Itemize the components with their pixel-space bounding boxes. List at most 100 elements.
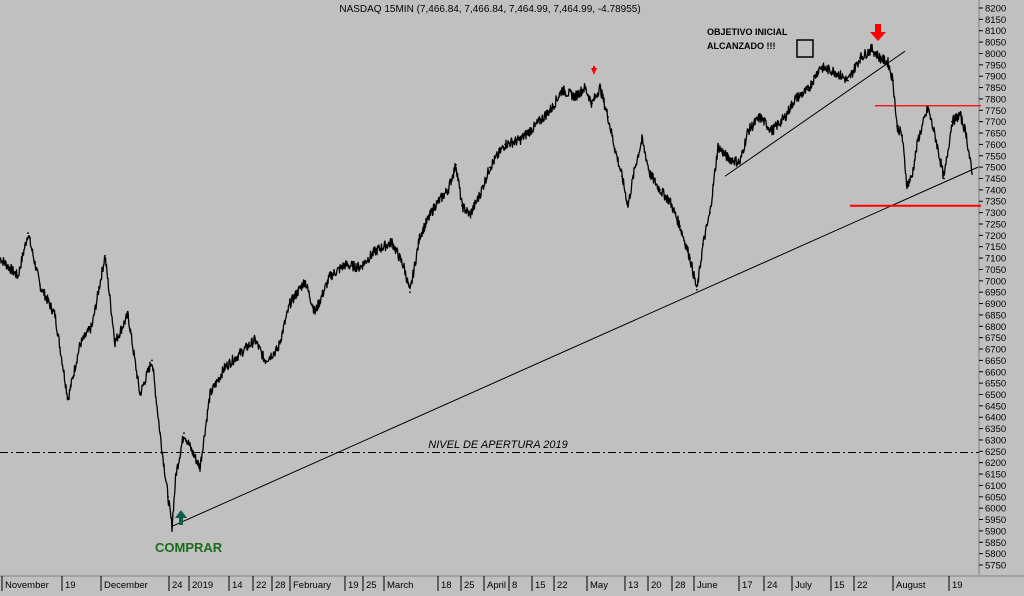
price-point [561, 88, 563, 91]
y-tick-label: 7000 [985, 276, 1006, 287]
price-point [534, 125, 536, 128]
down-arrow-small [591, 66, 597, 75]
y-tick-label: 7300 [985, 208, 1006, 219]
price-point [104, 254, 106, 257]
price-point [739, 161, 741, 164]
x-tick-label: 24 [172, 580, 183, 591]
price-point [374, 250, 376, 253]
price-point [649, 173, 651, 175]
price-point [859, 57, 861, 59]
price-point [314, 311, 316, 314]
y-tick-label: 6950 [985, 288, 1006, 299]
price-point [911, 175, 913, 178]
y-tick-label: 6700 [985, 345, 1006, 356]
x-tick-label: 25 [366, 580, 377, 591]
x-tick-label: 13 [628, 580, 639, 591]
price-point [834, 70, 836, 73]
price-point [669, 200, 671, 203]
price-point [717, 145, 719, 148]
price-point [641, 138, 643, 141]
y-tick-label: 6750 [985, 333, 1006, 344]
target-box [796, 39, 814, 58]
price-point [917, 138, 919, 141]
price-point [784, 116, 786, 119]
x-tick-label: May [590, 580, 608, 591]
y-tick-label: 7750 [985, 106, 1006, 117]
price-point [79, 343, 81, 346]
x-tick-label: 15 [535, 580, 546, 591]
y-tick-label: 7850 [985, 83, 1006, 94]
price-point [159, 432, 161, 435]
price-point [183, 432, 185, 435]
price-point [892, 79, 894, 82]
price-point [434, 204, 436, 207]
price-point [847, 79, 849, 82]
x-tick-label: June [697, 580, 718, 591]
upper-trendline [724, 50, 906, 177]
price-point [951, 120, 953, 123]
price-point [759, 116, 761, 119]
price-point [584, 86, 586, 89]
price-point [167, 495, 169, 498]
price-point [747, 129, 749, 132]
y-tick-label: 7050 [985, 265, 1006, 276]
price-point [871, 48, 873, 50]
x-tick-label: 28 [275, 580, 286, 591]
y-tick-label: 7250 [985, 219, 1006, 230]
x-tick-label: 20 [651, 580, 662, 591]
price-point [39, 284, 41, 287]
price-point [0, 257, 1, 259]
x-tick-label: 14 [232, 580, 243, 591]
y-tick-label: 5800 [985, 549, 1006, 560]
price-point [551, 107, 553, 109]
x-tick-label: 2019 [192, 580, 213, 591]
y-tick-label: 8150 [985, 15, 1006, 26]
x-tick-label: 19 [952, 580, 963, 591]
price-point [171, 525, 173, 528]
price-point [175, 473, 177, 475]
annotation-marks [175, 24, 886, 525]
y-tick-label: 7800 [985, 94, 1006, 105]
price-series [0, 43, 973, 532]
x-tick-label: 19 [65, 580, 76, 591]
price-point [696, 289, 698, 291]
price-point [519, 138, 521, 141]
price-point [461, 204, 463, 207]
y-tick-label: 7500 [985, 163, 1006, 174]
x-tick-label: July [795, 580, 812, 591]
y-tick-label: 7200 [985, 231, 1006, 242]
price-point [709, 211, 711, 214]
price-point [614, 148, 616, 150]
y-tick-label: 7350 [985, 197, 1006, 208]
y-tick-label: 7650 [985, 129, 1006, 140]
price-point [67, 398, 69, 400]
price-point [191, 450, 193, 453]
price-point [927, 107, 929, 109]
price-point [344, 264, 346, 266]
y-tick-label: 7700 [985, 117, 1006, 128]
price-point [359, 266, 361, 269]
price-line [0, 43, 973, 532]
buy-label: COMPRAR [155, 540, 223, 555]
y-tick-label: 7450 [985, 174, 1006, 185]
x-tick-label: November [5, 580, 49, 591]
y-tick-label: 6900 [985, 299, 1006, 310]
annotation-lines [0, 50, 981, 527]
y-tick-label: 5900 [985, 526, 1006, 537]
price-point [199, 466, 201, 469]
price-point [489, 166, 491, 169]
chart-title: NASDAQ 15MIN (7,466.84, 7,466.84, 7,464.… [339, 4, 640, 15]
x-tick-label: March [387, 580, 413, 591]
x-tick-label: 19 [348, 580, 359, 591]
price-point [627, 204, 629, 207]
price-point [504, 143, 506, 146]
price-point [447, 188, 449, 191]
price-point [54, 314, 56, 316]
y-tick-label: 7950 [985, 60, 1006, 71]
price-point [771, 129, 773, 132]
price-point [17, 275, 19, 278]
price-point [971, 173, 973, 175]
buy-up-arrow [175, 510, 187, 525]
x-tick-label: 22 [256, 580, 267, 591]
